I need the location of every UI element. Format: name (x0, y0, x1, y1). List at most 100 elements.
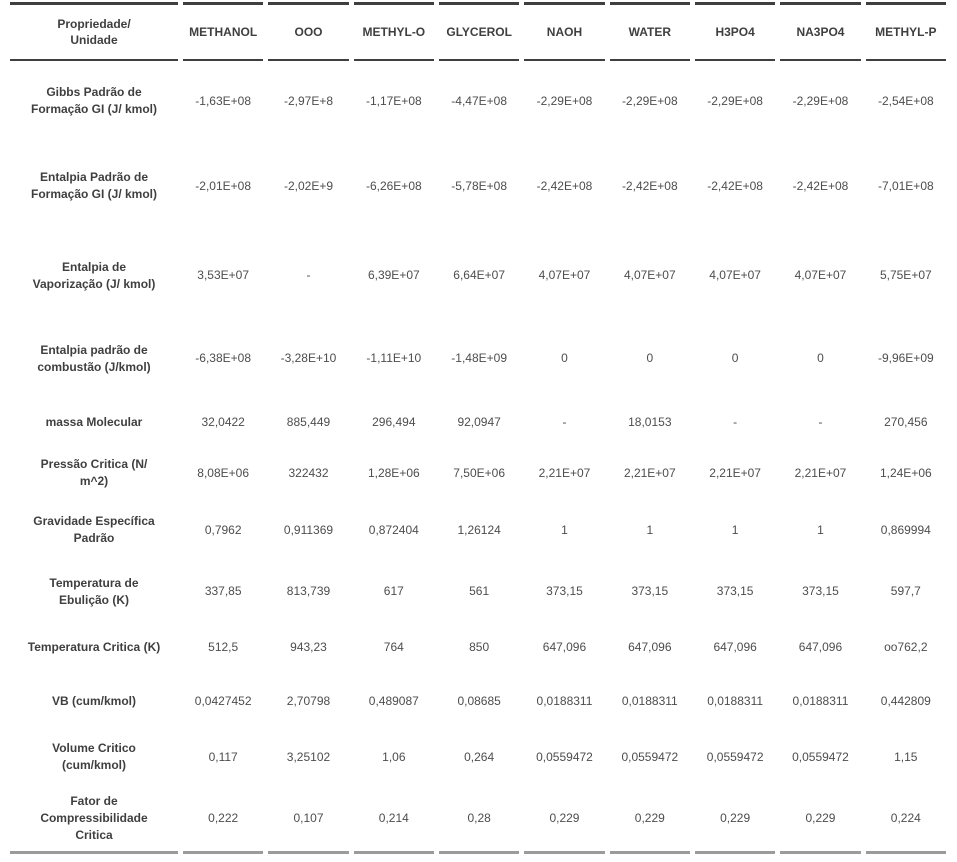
value-cell: 0,107 (268, 786, 349, 854)
value-cell: -6,38E+08 (195, 351, 252, 366)
component-column-header: NAOH (524, 2, 605, 61)
value-cell: 1,24E+06 (879, 465, 932, 480)
value-cell: 8,08E+06 (197, 465, 250, 480)
value-cell: 597,7 (890, 584, 921, 599)
value-cell: 322432 (288, 465, 329, 480)
table-body: Gibbs Padrão de Formação GI (J/ kmol) -1,… (10, 61, 946, 854)
value-cell: 4,07E+07 (623, 268, 676, 283)
component-column-header: WATER (609, 2, 690, 61)
value-cell: oo762,2 (884, 640, 928, 655)
value-cell: 1,15 (894, 749, 918, 764)
value-cell: 6,64E+07 (453, 268, 505, 283)
value-cell: 0,0188311 (621, 693, 678, 708)
header-row: Propriedade/ Unidade METHANOL OOO METHYL-O G… (10, 2, 946, 61)
value-cell: 0,229 (524, 786, 605, 854)
table-head: Propriedade/ Unidade METHANOL OOO METHYL-O G… (10, 2, 946, 61)
value-cell: -2,42E+08 (707, 178, 763, 193)
value-cell: 373,15 (631, 584, 669, 599)
table-row: Gibbs Padrão de Formação GI (J/ kmol) -1,… (10, 61, 946, 141)
value-cell: -2,54E+08 (877, 93, 934, 108)
value-cell: -3,28E+10 (280, 351, 337, 366)
value-cell: 3,53E+07 (197, 268, 250, 283)
value-cell: 1,26124 (457, 522, 501, 537)
value-cell: 0 (817, 351, 824, 366)
value-cell: 1,06 (382, 749, 406, 764)
property-unit-column-header: Propriedade/ Unidade (10, 2, 178, 61)
value-cell: 373,15 (546, 584, 583, 599)
value-cell: -1,63E+08 (195, 93, 252, 108)
value-cell: 0 (646, 351, 654, 366)
value-cell: 850 (469, 640, 490, 655)
row-label: Temperatura Critica (K) (27, 640, 161, 655)
row-label: Gravidade Específica Padrão (33, 514, 155, 545)
row-label: massa Molecular (45, 415, 143, 430)
value-cell: 647,096 (713, 640, 757, 655)
value-cell: -2,29E+08 (536, 93, 593, 108)
value-cell: 2,21E+07 (794, 465, 847, 480)
value-cell: -1,17E+08 (365, 93, 422, 108)
value-cell: 1 (817, 522, 824, 537)
value-cell: 0,264 (464, 749, 495, 764)
table-row: Entalpia Padrão de Formação GI (J/ kmol)… (10, 141, 946, 231)
component-column-header: METHYL-O (353, 2, 434, 61)
value-cell: -2,01E+08 (195, 178, 252, 193)
value-cell: 0,0188311 (536, 693, 593, 708)
value-cell: 0,224 (865, 786, 946, 854)
value-cell: 7,50E+06 (453, 465, 505, 480)
value-cell: 270,456 (884, 415, 928, 430)
value-cell: 1 (561, 522, 568, 537)
value-cell: 1,28E+06 (367, 465, 420, 480)
value-cell: -1,48E+09 (451, 351, 507, 366)
value-cell: 0,911369 (283, 522, 334, 537)
value-cell: 0,872404 (368, 522, 419, 537)
value-cell: 0,229 (609, 786, 690, 854)
value-cell: 4,07E+07 (794, 268, 847, 283)
component-column-header: OOO (268, 2, 349, 61)
table-row: Pressão Critica (N/ m^2) 8,08E+06 322432 1,… (10, 448, 946, 498)
value-cell: 1 (731, 522, 739, 537)
value-cell: -1,11E+10 (366, 351, 422, 366)
component-column-header: METHANOL (183, 2, 264, 61)
value-cell: 0,0427452 (194, 693, 252, 708)
value-cell: 2,21E+07 (538, 465, 591, 480)
value-cell: -2,02E+9 (283, 178, 334, 193)
table-row: Fator de Compressibilidade Critica 0,222 0… (10, 786, 946, 854)
value-cell: 943,23 (290, 640, 327, 655)
value-cell: 0,0559472 (621, 749, 679, 764)
value-cell: 647,096 (798, 640, 843, 655)
value-cell: 373,15 (802, 584, 839, 599)
value-cell: 0,0188311 (792, 693, 849, 708)
row-label: Entalpia padrão de combustão (J/kmol) (37, 342, 151, 374)
row-label: VB (cum/kmol) (51, 693, 136, 708)
value-cell: -5,78E+08 (451, 178, 507, 193)
value-cell: -6,26E+08 (365, 178, 422, 193)
value-cell: 32,0422 (201, 415, 245, 430)
value-cell: 561 (469, 584, 490, 599)
value-cell: -2,97E+8 (283, 93, 334, 108)
value-cell: 0,7962 (204, 522, 242, 537)
value-cell: - (562, 415, 567, 430)
value-cell: 337,85 (204, 584, 242, 599)
component-column-header: GLYCEROL (438, 2, 520, 61)
table-row: Volume Critico (cum/kmol) 0,117 3,25102 1,0… (10, 728, 946, 786)
value-cell: 0 (731, 351, 739, 366)
value-cell: 0,229 (780, 786, 861, 854)
table-row: massa Molecular 32,0422 885,449 296,494 92,0… (10, 397, 946, 448)
row-label: Pressão Critica (N/ m^2) (40, 457, 148, 488)
value-cell: -7,01E+08 (877, 178, 934, 193)
value-cell: -2,42E+08 (536, 178, 593, 193)
value-cell: 0,229 (694, 786, 776, 854)
value-cell: -2,42E+08 (792, 178, 849, 193)
value-cell: 4,07E+07 (538, 268, 591, 283)
component-column-header: NA3PO4 (780, 2, 861, 61)
value-cell: 0,869994 (880, 522, 931, 537)
value-cell: 512,5 (208, 640, 239, 655)
value-cell: 0,489087 (368, 693, 419, 708)
value-cell: 0,28 (438, 786, 520, 854)
value-cell: 3,25102 (286, 749, 331, 764)
value-cell: 2,21E+07 (623, 465, 676, 480)
value-cell: -9,96E+09 (877, 351, 934, 366)
value-cell: 617 (383, 584, 404, 599)
row-label: Temperatura de Ebulição (K) (49, 575, 139, 607)
